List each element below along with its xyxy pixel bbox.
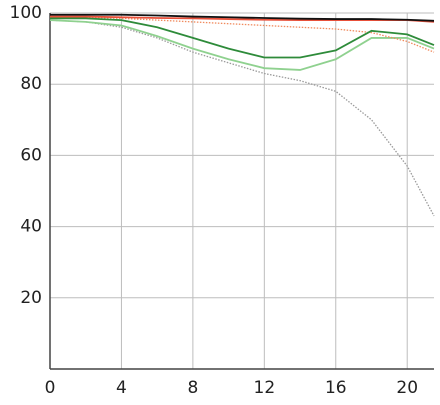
x-tick-label: 20 (396, 378, 418, 398)
x-tick-label: 0 (45, 378, 56, 398)
x-tick-label: 4 (116, 378, 127, 398)
series-line (49, 15, 435, 53)
x-tick-label: 16 (325, 378, 347, 398)
series-line (50, 13, 435, 22)
y-tick-label: 20 (20, 288, 42, 308)
series-line (49, 19, 435, 71)
series-line (49, 19, 435, 217)
series-line (50, 17, 435, 59)
y-tick-label: 60 (20, 145, 42, 165)
x-tick-label: 8 (187, 378, 198, 398)
y-tick-label: 40 (20, 217, 42, 237)
x-tick-label: 12 (254, 378, 276, 398)
y-tick-label: 80 (20, 74, 42, 94)
series-line (50, 15, 435, 23)
y-tick-label: 100 (10, 3, 42, 23)
